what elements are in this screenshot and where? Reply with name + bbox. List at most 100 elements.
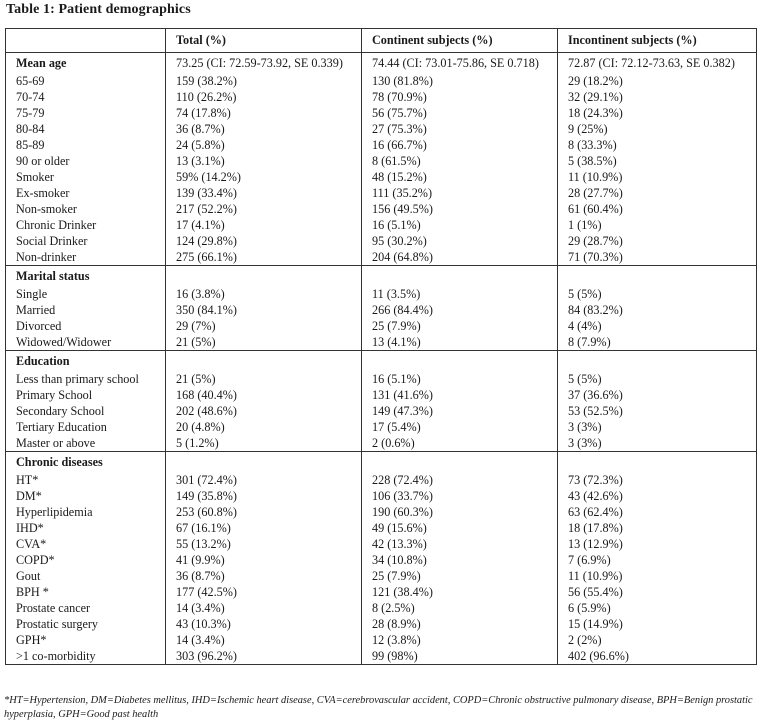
row-value: 34 (10.8%) — [361, 552, 558, 568]
row-value: 2 (0.6%) — [361, 435, 558, 452]
row-label: IHD* — [5, 520, 166, 536]
row-value: 5 (1.2%) — [165, 435, 362, 452]
row-value: 21 (5%) — [165, 334, 362, 351]
row-value: 110 (26.2%) — [165, 89, 362, 105]
section-header-row: Chronic diseases — [5, 451, 757, 472]
table-row: 80-84 36 (8.7%) 27 (75.3%) 9 (25%) — [5, 121, 757, 137]
row-label: Master or above — [5, 435, 166, 452]
row-value: 2 (2%) — [557, 632, 757, 648]
row-label: Social Drinker — [5, 233, 166, 249]
table-row: 90 or older 13 (3.1%) 8 (61.5%) 5 (38.5%) — [5, 153, 757, 169]
row-value: 56 (75.7%) — [361, 105, 558, 121]
row-value: 29 (28.7%) — [557, 233, 757, 249]
section-summary-cell: 74.44 (CI: 73.01-75.86, SE 0.718) — [361, 52, 558, 73]
table-row: Hyperlipidemia 253 (60.8%) 190 (60.3%) 63 (… — [5, 504, 757, 520]
row-value: 275 (66.1%) — [165, 249, 362, 266]
section-summary-cell — [557, 451, 757, 472]
row-value: 29 (7%) — [165, 318, 362, 334]
row-label: Secondary School — [5, 403, 166, 419]
row-value: 25 (7.9%) — [361, 568, 558, 584]
row-value: 16 (3.8%) — [165, 286, 362, 302]
table-caption: Table 1: Patient demographics — [6, 2, 191, 17]
row-value: 121 (38.4%) — [361, 584, 558, 600]
table-row: DM* 149 (35.8%) 106 (33.7%) 43 (42.6%) — [5, 488, 757, 504]
row-value: 16 (66.7%) — [361, 137, 558, 153]
row-label: 90 or older — [5, 153, 166, 169]
section-summary-cell — [361, 265, 558, 286]
row-value: 16 (5.1%) — [361, 371, 558, 387]
row-value: 1 (1%) — [557, 217, 757, 233]
row-value: 43 (10.3%) — [165, 616, 362, 632]
row-value: 63 (62.4%) — [557, 504, 757, 520]
table-row: Divorced 29 (7%) 25 (7.9%) 4 (4%) — [5, 318, 757, 334]
row-value: 49 (15.6%) — [361, 520, 558, 536]
row-value: 228 (72.4%) — [361, 472, 558, 488]
row-label: DM* — [5, 488, 166, 504]
row-label: Prostate cancer — [5, 600, 166, 616]
section-summary-cell: 72.87 (CI: 72.12-73.63, SE 0.382) — [557, 52, 757, 73]
row-label: Less than primary school — [5, 371, 166, 387]
table-row: Non-drinker 275 (66.1%) 204 (64.8%) 71 (70.… — [5, 249, 757, 266]
row-value: 7 (6.9%) — [557, 552, 757, 568]
row-value: 3 (3%) — [557, 419, 757, 435]
row-label: COPD* — [5, 552, 166, 568]
table-row: HT* 301 (72.4%) 228 (72.4%) 73 (72.3%) — [5, 472, 757, 488]
row-value: 111 (35.2%) — [361, 185, 558, 201]
row-value: 13 (4.1%) — [361, 334, 558, 351]
row-value: 8 (61.5%) — [361, 153, 558, 169]
table-row: Single 16 (3.8%) 11 (3.5%) 5 (5%) — [5, 286, 757, 302]
table-row: Widowed/Widower 21 (5%) 13 (4.1%) 8 (7.9%) — [5, 334, 757, 351]
section-summary-cell — [557, 265, 757, 286]
table-footnote: *HT=Hypertension, DM=Diabetes mellitus, … — [4, 695, 753, 720]
row-label: Non-smoker — [5, 201, 166, 217]
row-value: 3 (3%) — [557, 435, 757, 452]
row-value: 21 (5%) — [165, 371, 362, 387]
table-row: Ex-smoker 139 (33.4%) 111 (35.2%) 28 (27.7%… — [5, 185, 757, 201]
row-value: 17 (4.1%) — [165, 217, 362, 233]
table-row: Married 350 (84.1%) 266 (84.4%) 84 (83.2%) — [5, 302, 757, 318]
row-value: 13 (3.1%) — [165, 153, 362, 169]
row-value: 5 (5%) — [557, 371, 757, 387]
row-value: 9 (25%) — [557, 121, 757, 137]
row-label: Divorced — [5, 318, 166, 334]
row-value: 36 (8.7%) — [165, 568, 362, 584]
row-value: 11 (10.9%) — [557, 568, 757, 584]
row-value: 95 (30.2%) — [361, 233, 558, 249]
row-value: 14 (3.4%) — [165, 600, 362, 616]
row-value: 59% (14.2%) — [165, 169, 362, 185]
row-value: 190 (60.3%) — [361, 504, 558, 520]
row-label: 85-89 — [5, 137, 166, 153]
row-value: 106 (33.7%) — [361, 488, 558, 504]
row-value: 42 (13.3%) — [361, 536, 558, 552]
table-row: Smoker 59% (14.2%) 48 (15.2%) 11 (10.9%) — [5, 169, 757, 185]
row-value: 48 (15.2%) — [361, 169, 558, 185]
row-label: GPH* — [5, 632, 166, 648]
section-summary-cell — [165, 350, 362, 371]
row-value: 41 (9.9%) — [165, 552, 362, 568]
row-value: 130 (81.8%) — [361, 73, 558, 89]
row-value: 74 (17.8%) — [165, 105, 362, 121]
row-value: 8 (2.5%) — [361, 600, 558, 616]
row-label: 65-69 — [5, 73, 166, 89]
table-row: 70-74 110 (26.2%) 78 (70.9%) 32 (29.1%) — [5, 89, 757, 105]
row-value: 168 (40.4%) — [165, 387, 362, 403]
row-value: 61 (60.4%) — [557, 201, 757, 217]
row-value: 25 (7.9%) — [361, 318, 558, 334]
row-value: 32 (29.1%) — [557, 89, 757, 105]
row-value: 27 (75.3%) — [361, 121, 558, 137]
table-row: COPD* 41 (9.9%) 34 (10.8%) 7 (6.9%) — [5, 552, 757, 568]
row-value: 217 (52.2%) — [165, 201, 362, 217]
header-cell: Total (%) — [165, 28, 362, 53]
table-body: Mean age 73.25 (CI: 72.59-73.92, SE 0.339… — [5, 52, 757, 665]
row-value: 149 (35.8%) — [165, 488, 362, 504]
row-value: 139 (33.4%) — [165, 185, 362, 201]
row-label: >1 co-morbidity — [5, 648, 166, 665]
row-value: 303 (96.2%) — [165, 648, 362, 665]
row-value: 36 (8.7%) — [165, 121, 362, 137]
row-label: Smoker — [5, 169, 166, 185]
section-summary-cell — [361, 350, 558, 371]
row-value: 156 (49.5%) — [361, 201, 558, 217]
row-label: Married — [5, 302, 166, 318]
table-row: Prostate cancer 14 (3.4%) 8 (2.5%) 6 (5.9%) — [5, 600, 757, 616]
row-value: 56 (55.4%) — [557, 584, 757, 600]
